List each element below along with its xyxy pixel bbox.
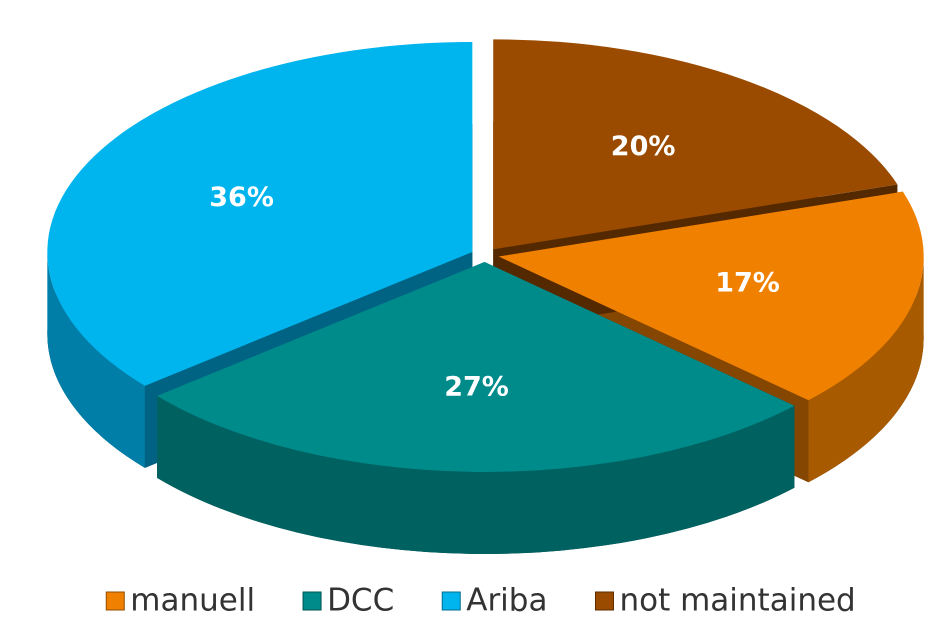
pie-slice bbox=[498, 191, 924, 401]
legend-swatch bbox=[441, 591, 461, 611]
legend-item: not maintained bbox=[594, 583, 856, 619]
legend-swatch bbox=[302, 591, 322, 611]
value-label: 17% bbox=[715, 268, 780, 299]
slice-side bbox=[47, 252, 145, 468]
pie-slice bbox=[47, 42, 473, 386]
legend-swatch bbox=[105, 591, 125, 611]
pie-slice bbox=[157, 261, 795, 472]
pie-slice bbox=[493, 39, 898, 250]
slice-side bbox=[157, 395, 795, 554]
legend-item: manuell bbox=[105, 583, 255, 619]
slice-side bbox=[808, 256, 924, 483]
legend-item: DCC bbox=[302, 583, 394, 619]
value-label: 36% bbox=[209, 182, 274, 213]
legend-label: Ariba bbox=[466, 583, 547, 619]
legend-label: DCC bbox=[327, 583, 394, 619]
value-label: 27% bbox=[444, 371, 509, 402]
pie-tops bbox=[47, 39, 924, 472]
legend-label: not maintained bbox=[619, 583, 855, 619]
pie-walls bbox=[47, 252, 924, 554]
legend-item: Ariba bbox=[441, 583, 547, 619]
pie-labels: 17% 27% 36% 20% bbox=[209, 131, 780, 403]
legend-swatch bbox=[594, 591, 614, 611]
legend-label: manuell bbox=[130, 583, 255, 619]
legend: manuell DCC Ariba not maintained bbox=[105, 583, 856, 619]
value-label: 20% bbox=[611, 131, 676, 162]
